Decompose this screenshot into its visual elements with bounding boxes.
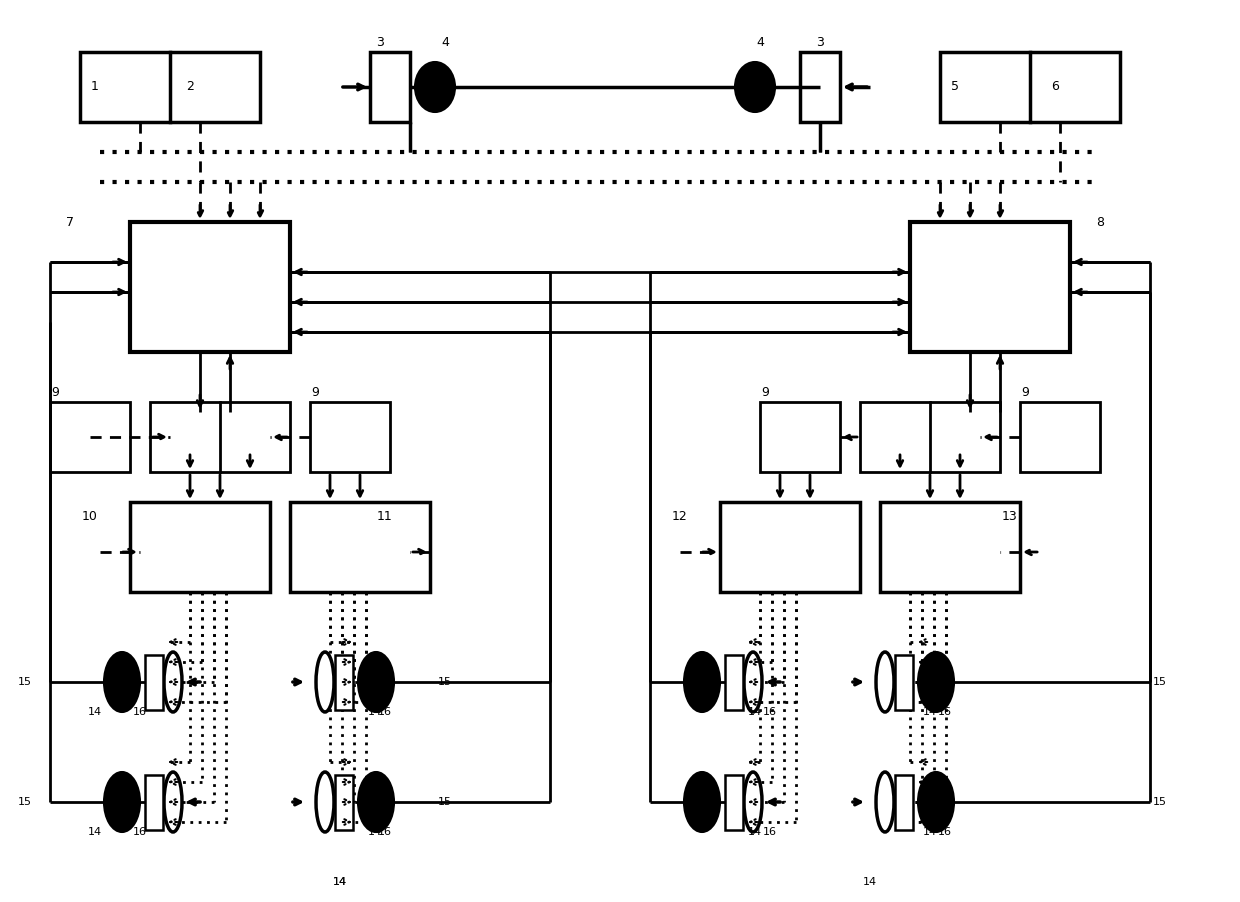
Text: 11: 11	[377, 511, 393, 523]
FancyBboxPatch shape	[145, 775, 162, 830]
FancyBboxPatch shape	[895, 655, 913, 710]
Ellipse shape	[358, 652, 394, 712]
FancyBboxPatch shape	[145, 655, 162, 710]
Text: 14: 14	[923, 827, 937, 837]
FancyBboxPatch shape	[1021, 402, 1100, 472]
Ellipse shape	[684, 772, 720, 832]
Text: 15: 15	[1153, 677, 1167, 687]
Text: 14: 14	[368, 827, 382, 837]
FancyBboxPatch shape	[150, 402, 290, 472]
FancyBboxPatch shape	[335, 655, 353, 710]
FancyBboxPatch shape	[725, 655, 743, 710]
Text: 16: 16	[133, 827, 148, 837]
FancyBboxPatch shape	[725, 775, 743, 830]
Text: 15: 15	[688, 797, 702, 807]
Ellipse shape	[918, 652, 954, 712]
Text: 14: 14	[368, 707, 382, 717]
Text: 16: 16	[937, 827, 952, 837]
Text: 16: 16	[763, 827, 777, 837]
FancyBboxPatch shape	[335, 775, 353, 830]
Text: 9: 9	[1021, 385, 1029, 399]
Text: 15: 15	[19, 797, 32, 807]
Text: 15: 15	[19, 677, 32, 687]
Text: 2: 2	[186, 80, 193, 94]
Ellipse shape	[316, 652, 334, 712]
FancyBboxPatch shape	[940, 52, 1120, 122]
Text: 3: 3	[376, 35, 384, 49]
Text: 14: 14	[748, 707, 763, 717]
Ellipse shape	[415, 62, 455, 112]
FancyBboxPatch shape	[290, 502, 430, 592]
Text: 14: 14	[332, 877, 347, 887]
Ellipse shape	[316, 772, 334, 832]
FancyBboxPatch shape	[720, 502, 861, 592]
Text: 15: 15	[1153, 797, 1167, 807]
Text: 1: 1	[91, 80, 99, 94]
Ellipse shape	[744, 652, 763, 712]
Text: 7: 7	[66, 216, 74, 228]
Ellipse shape	[684, 652, 720, 712]
Text: 16: 16	[937, 707, 952, 717]
Text: 9: 9	[761, 385, 769, 399]
Ellipse shape	[104, 772, 140, 832]
Text: 15: 15	[688, 677, 702, 687]
Text: 8: 8	[1096, 216, 1104, 228]
FancyBboxPatch shape	[895, 775, 913, 830]
FancyBboxPatch shape	[130, 222, 290, 352]
Text: 9: 9	[51, 385, 60, 399]
Text: 14: 14	[923, 707, 937, 717]
FancyBboxPatch shape	[81, 52, 260, 122]
Text: 16: 16	[378, 827, 392, 837]
Text: 5: 5	[951, 80, 959, 94]
Text: 14: 14	[748, 827, 763, 837]
Ellipse shape	[875, 772, 894, 832]
Ellipse shape	[735, 62, 775, 112]
Text: 14: 14	[332, 877, 347, 887]
FancyBboxPatch shape	[370, 52, 410, 122]
Ellipse shape	[358, 772, 394, 832]
FancyBboxPatch shape	[800, 52, 839, 122]
Ellipse shape	[918, 772, 954, 832]
Ellipse shape	[744, 772, 763, 832]
Ellipse shape	[104, 652, 140, 712]
FancyBboxPatch shape	[760, 402, 839, 472]
Text: 15: 15	[438, 797, 453, 807]
Text: 14: 14	[88, 707, 102, 717]
FancyBboxPatch shape	[130, 502, 270, 592]
Text: 6: 6	[1052, 80, 1059, 94]
Text: 4: 4	[756, 35, 764, 49]
FancyBboxPatch shape	[861, 402, 999, 472]
Text: 16: 16	[763, 707, 777, 717]
Text: 14: 14	[88, 827, 102, 837]
Text: 14: 14	[863, 877, 877, 887]
Text: 16: 16	[133, 707, 148, 717]
FancyBboxPatch shape	[50, 402, 130, 472]
Text: 13: 13	[1002, 511, 1018, 523]
Text: 12: 12	[672, 511, 688, 523]
Text: 9: 9	[311, 385, 319, 399]
Ellipse shape	[875, 652, 894, 712]
Text: 4: 4	[441, 35, 449, 49]
Text: 10: 10	[82, 511, 98, 523]
Ellipse shape	[164, 772, 182, 832]
FancyBboxPatch shape	[910, 222, 1070, 352]
Text: 15: 15	[438, 677, 453, 687]
FancyBboxPatch shape	[310, 402, 391, 472]
Text: 3: 3	[816, 35, 823, 49]
Ellipse shape	[164, 652, 182, 712]
Text: 16: 16	[378, 707, 392, 717]
FancyBboxPatch shape	[880, 502, 1021, 592]
